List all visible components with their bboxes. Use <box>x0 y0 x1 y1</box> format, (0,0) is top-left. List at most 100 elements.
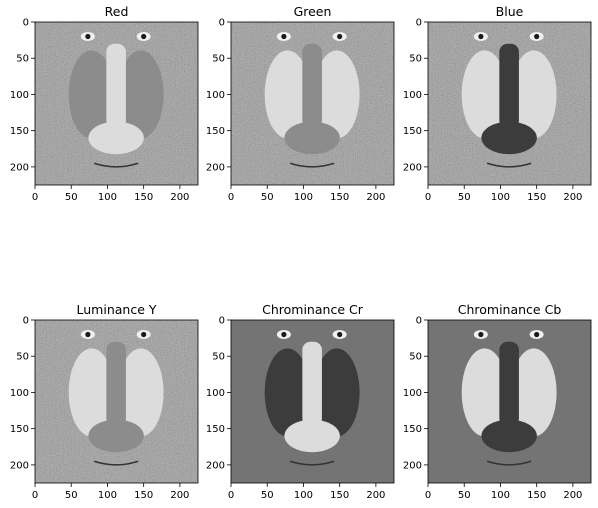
y-tick-label: 200 <box>403 460 422 471</box>
y-tick-label: 150 <box>206 126 225 137</box>
grayscale-image <box>231 22 394 185</box>
x-tick-label: 150 <box>330 192 349 203</box>
right-cheek <box>313 348 360 437</box>
grayscale-image <box>35 22 198 185</box>
x-tick-label: 100 <box>294 490 313 501</box>
left-cheek <box>68 50 115 139</box>
muzzle <box>481 419 537 453</box>
x-tick-label: 150 <box>330 490 349 501</box>
y-tick-label: 50 <box>212 352 225 363</box>
muzzle <box>88 419 144 453</box>
panel-title: Chrominance Cr <box>262 302 364 317</box>
muzzle <box>284 419 340 453</box>
y-tick-label: 150 <box>403 126 422 137</box>
y-tick-label: 150 <box>206 424 225 435</box>
x-tick-label: 0 <box>32 490 38 501</box>
x-tick-label: 150 <box>527 490 546 501</box>
image-panel: Blue 0 50 100 150 200 0 50 100 150 200 <box>403 4 592 203</box>
y-tick-label: 100 <box>403 388 422 399</box>
nose-bridge <box>106 43 126 129</box>
x-tick-label: 100 <box>98 192 117 203</box>
grayscale-image <box>428 22 591 185</box>
axes-frame <box>230 21 395 186</box>
grayscale-image <box>35 320 198 483</box>
y-tick-label: 100 <box>403 90 422 101</box>
y-tick-label: 0 <box>23 18 29 29</box>
x-tick-label: 0 <box>228 192 234 203</box>
pupil <box>141 33 147 40</box>
pupil <box>534 33 540 40</box>
right-cheek <box>510 348 557 437</box>
muzzle <box>284 121 340 155</box>
y-tick-label: 50 <box>409 352 422 363</box>
grayscale-image <box>231 320 394 483</box>
y-tick-label: 150 <box>10 424 29 435</box>
x-tick-label: 0 <box>32 192 38 203</box>
panel-title: Red <box>105 4 129 19</box>
x-tick-label: 100 <box>294 192 313 203</box>
x-tick-label: 200 <box>366 192 385 203</box>
mouth <box>93 162 139 168</box>
panel-title: Chrominance Cb <box>458 302 562 317</box>
x-tick-label: 0 <box>425 192 431 203</box>
x-tick-label: 100 <box>98 490 117 501</box>
mouth <box>486 162 532 168</box>
left-cheek <box>68 348 115 437</box>
grayscale-image <box>428 320 591 483</box>
x-tick-label: 200 <box>563 192 582 203</box>
x-tick-label: 150 <box>527 192 546 203</box>
right-cheek <box>510 50 557 139</box>
y-tick-label: 0 <box>416 316 422 327</box>
axes-frame <box>34 319 199 484</box>
mouth <box>93 460 139 466</box>
x-tick-label: 100 <box>491 490 510 501</box>
x-tick-label: 200 <box>563 490 582 501</box>
y-tick-label: 100 <box>10 90 29 101</box>
pupil <box>85 331 91 338</box>
y-tick-label: 50 <box>212 54 225 65</box>
nose-bridge <box>302 43 322 129</box>
y-tick-label: 150 <box>10 126 29 137</box>
nose-bridge <box>499 43 519 129</box>
mouth <box>289 162 335 168</box>
image-panel: Red 0 50 100 150 200 0 50 100 150 200 <box>10 4 199 203</box>
panel-title: Blue <box>496 4 524 19</box>
left-cheek <box>264 50 311 139</box>
nose-bridge <box>106 341 126 427</box>
left-cheek <box>461 50 508 139</box>
x-tick-label: 150 <box>134 192 153 203</box>
y-tick-label: 200 <box>206 162 225 173</box>
y-tick-label: 200 <box>206 460 225 471</box>
pupil <box>281 33 287 40</box>
x-tick-label: 50 <box>458 192 471 203</box>
x-tick-label: 50 <box>65 490 78 501</box>
y-tick-label: 0 <box>219 18 225 29</box>
pupil <box>141 331 147 338</box>
y-tick-label: 0 <box>219 316 225 327</box>
image-panel: Chrominance Cb 0 50 100 150 200 0 50 100 150 200 <box>403 302 592 501</box>
y-tick-label: 50 <box>409 54 422 65</box>
y-tick-label: 100 <box>206 388 225 399</box>
mouth <box>486 460 532 466</box>
panel-title: Luminance Y <box>77 302 157 317</box>
pupil <box>337 331 343 338</box>
y-tick-label: 50 <box>16 54 29 65</box>
y-tick-label: 100 <box>206 90 225 101</box>
left-cheek <box>264 348 311 437</box>
y-tick-label: 200 <box>403 162 422 173</box>
image-panel: Green 0 50 100 150 200 0 50 100 150 200 <box>206 4 395 203</box>
pupil <box>281 331 287 338</box>
left-cheek <box>461 348 508 437</box>
mouth <box>289 460 335 466</box>
x-tick-label: 0 <box>228 490 234 501</box>
muzzle <box>481 121 537 155</box>
right-cheek <box>313 50 360 139</box>
x-tick-label: 200 <box>170 490 189 501</box>
y-tick-label: 150 <box>403 424 422 435</box>
right-cheek <box>117 50 164 139</box>
x-tick-label: 200 <box>366 490 385 501</box>
y-tick-label: 200 <box>10 162 29 173</box>
pupil <box>534 331 540 338</box>
image-panel: Luminance Y 0 50 100 150 200 0 50 100 150 200 <box>10 302 199 501</box>
